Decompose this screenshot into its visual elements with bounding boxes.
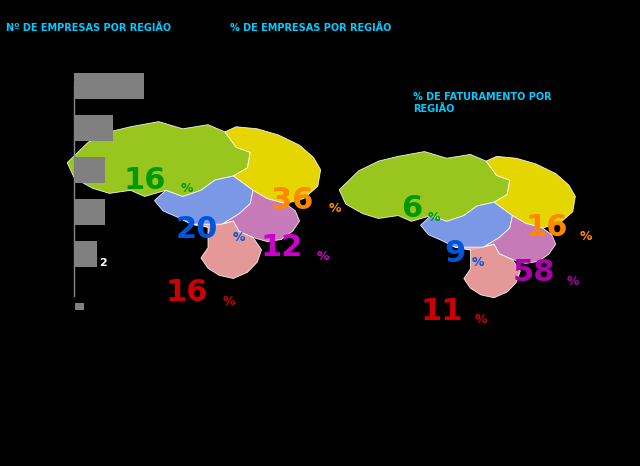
Polygon shape [154,176,253,227]
Text: 58: 58 [512,258,555,288]
Polygon shape [225,127,321,204]
Text: %: % [232,231,245,244]
Polygon shape [484,216,556,263]
Text: %: % [566,275,579,288]
Bar [74,157,105,183]
Text: 12: 12 [260,233,303,262]
Polygon shape [420,202,513,250]
Text: 9: 9 [444,239,465,268]
Text: 6: 6 [401,194,422,223]
Bar [75,303,84,310]
Text: 2: 2 [99,258,107,268]
Polygon shape [486,157,575,228]
Text: %: % [428,211,440,224]
Text: %: % [317,250,330,263]
Text: %: % [328,202,341,215]
Text: 16: 16 [166,278,208,308]
Bar [74,115,113,141]
Bar [74,73,144,99]
Text: % DE EMPRESAS POR REGIÃO: % DE EMPRESAS POR REGIÃO [230,22,392,33]
Text: %: % [475,313,487,326]
Text: 36: 36 [271,186,314,215]
Text: 16: 16 [525,213,568,242]
Text: %: % [223,295,236,308]
Polygon shape [454,244,520,298]
Text: Nº DE EMPRESAS POR REGIÃO: Nº DE EMPRESAS POR REGIÃO [6,22,172,33]
Text: %: % [471,256,484,269]
Text: 11: 11 [420,296,463,326]
Text: 20: 20 [175,215,218,244]
Polygon shape [67,122,250,197]
Text: %: % [180,182,193,195]
Bar [74,199,105,225]
Polygon shape [191,221,262,279]
Text: 16: 16 [124,165,166,195]
Text: % DE FATURAMENTO POR
REGIÃO: % DE FATURAMENTO POR REGIÃO [413,92,552,114]
Polygon shape [222,190,300,241]
Bar [74,241,97,267]
Text: %: % [580,230,592,243]
Polygon shape [339,151,509,221]
